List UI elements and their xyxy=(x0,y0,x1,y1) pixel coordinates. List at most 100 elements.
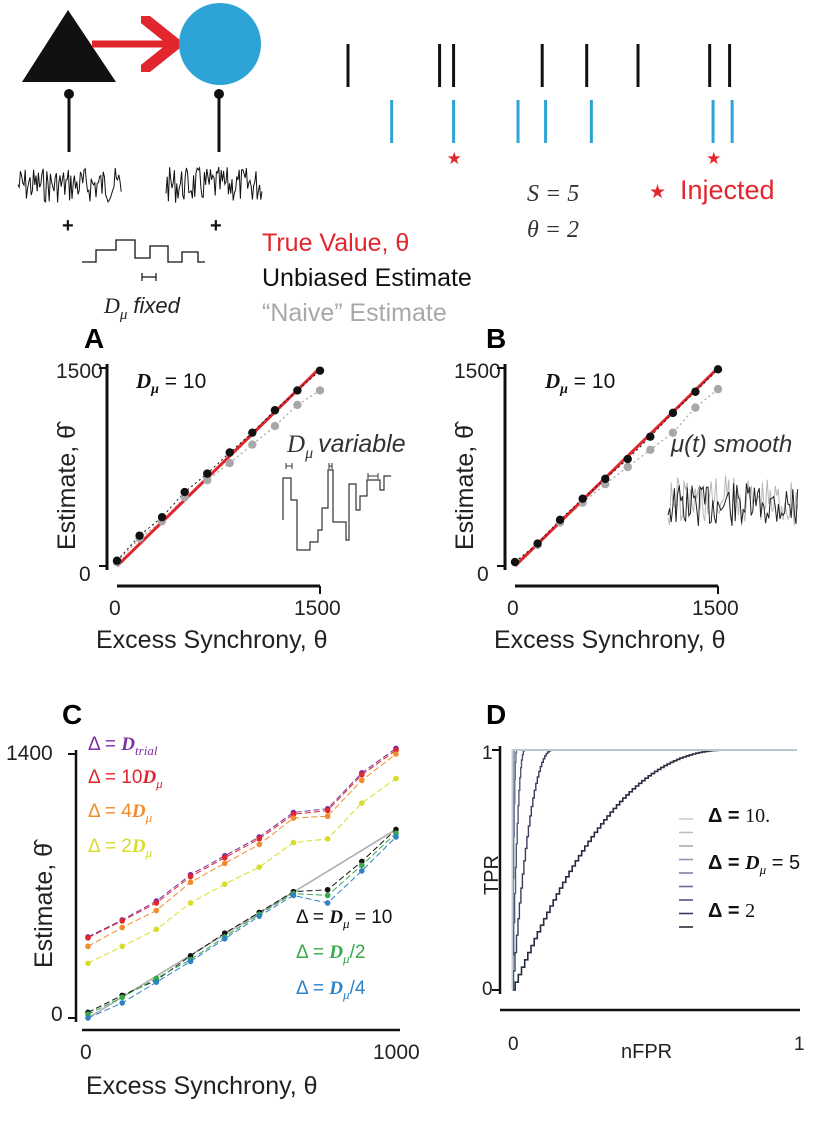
c-series-line-6 xyxy=(87,836,397,1019)
a-ylabel: Estimate, θ̂ xyxy=(53,420,81,550)
c-legend-d: D xyxy=(328,942,343,963)
axon-bulb-right-icon xyxy=(214,89,224,99)
c-legend-entry-2: Δ = 4Dμ xyxy=(88,801,153,825)
c-series-point-2 xyxy=(221,860,228,867)
d-ytick-top: 1 xyxy=(482,743,493,764)
a-xlabel: Excess Synchrony, θ xyxy=(96,626,328,654)
c-legend-lhs: Δ = 10 xyxy=(88,767,142,788)
c-series-point-1 xyxy=(153,900,160,906)
injected-marker-icon: ★ xyxy=(706,149,721,168)
c-legend-sub: μ xyxy=(342,951,350,966)
c-series-point-6 xyxy=(290,892,297,899)
d-ytick-zero: 0 xyxy=(482,979,493,1000)
d-legend-entry-2: Δ = 2 xyxy=(708,900,755,922)
c-series-point-3 xyxy=(393,775,399,782)
schematic: + + Dμ fixed xyxy=(17,3,263,323)
c-xlabel: Excess Synchrony, θ xyxy=(86,1072,318,1100)
a-naive-point xyxy=(293,400,302,410)
b-inset-label: μ(t) smooth xyxy=(670,431,792,458)
c-series-point-3 xyxy=(187,900,194,906)
b-ylabel: Estimate, θ̂ xyxy=(451,420,479,550)
c-series-point-5 xyxy=(359,862,365,869)
b-inset-smooth-black xyxy=(667,483,799,526)
a-unbiased-point xyxy=(157,512,167,522)
a-ytick-zero: 0 xyxy=(79,563,91,586)
injected-star-icon: ★ xyxy=(649,182,666,203)
c-legend-d: D xyxy=(141,767,156,788)
c-legend-sub: μ xyxy=(145,845,153,860)
c-series-point-3 xyxy=(153,926,160,933)
d-legend-lhs: Δ = xyxy=(708,805,745,827)
circle-neuron-icon xyxy=(179,3,261,85)
a-dmu-title: Dμ = 10 xyxy=(135,369,206,397)
c-series-point-2 xyxy=(324,813,331,820)
c-xtick-zero: 0 xyxy=(80,1041,92,1064)
c-legend-entry-4: Δ = Dμ = 10 xyxy=(296,907,392,931)
a-unbiased-point xyxy=(203,469,212,478)
c-ytick-top: 1400 xyxy=(6,742,53,765)
c-legend-sub: μ xyxy=(342,987,350,1002)
b-naive-point xyxy=(713,384,723,394)
a-unbiased-point xyxy=(180,487,189,497)
c-series-point-6 xyxy=(153,979,160,985)
c-series-point-3 xyxy=(359,800,365,806)
a-true-value-line xyxy=(115,366,322,568)
legend-unbiased: Unbiased Estimate xyxy=(262,264,472,292)
c-series-point-3 xyxy=(256,864,263,870)
a-unbiased-point xyxy=(293,386,302,395)
c-series-point-3 xyxy=(119,943,125,950)
c-legend-d: D xyxy=(131,801,146,822)
chart-b: 1500 0 0 1500 Excess Synchrony, θ Estima… xyxy=(451,360,799,654)
a-unbiased-point xyxy=(315,366,325,375)
c-legend-sub: μ xyxy=(145,810,153,825)
theta-value-label: θ = 2 xyxy=(527,217,579,243)
d-xlabel: nFPR xyxy=(621,1041,672,1063)
d-legend-rhs: 10. xyxy=(745,805,770,827)
a-inset-label: Dμ variable xyxy=(286,430,406,462)
b-naive-point xyxy=(646,445,655,455)
c-legend-lhs: Δ = xyxy=(296,942,329,963)
c-legend-lhs: Δ = xyxy=(296,907,329,928)
c-legend-entry-1: Δ = 10Dμ xyxy=(88,767,163,791)
c-series-point-2 xyxy=(393,751,399,757)
c-series-point-2 xyxy=(85,943,91,950)
c-ylabel: Estimate, θ̂ xyxy=(30,838,58,968)
noise-trace-left xyxy=(17,167,122,203)
c-legend-sub: μ xyxy=(155,776,163,791)
b-ytick-top: 1500 xyxy=(454,360,501,383)
c-xtick-max: 1000 xyxy=(373,1041,420,1064)
d-ylabel: TPR xyxy=(481,855,503,895)
b-ytick-zero: 0 xyxy=(477,563,489,586)
c-reference-line xyxy=(87,828,397,1019)
d-legend-sub: μ xyxy=(759,862,767,877)
c-series-point-1 xyxy=(85,935,91,941)
plus-sign-left: + xyxy=(62,215,74,237)
spike-raster: ★ ★ xyxy=(346,44,734,168)
a-unbiased-point xyxy=(135,531,144,540)
a-unbiased-point xyxy=(248,428,257,437)
b-unbiased-point xyxy=(533,539,542,548)
c-legend-d: D xyxy=(328,907,343,928)
triangle-neuron-icon xyxy=(22,10,116,82)
c-legend-entry-5: Δ = Dμ/2 xyxy=(296,942,365,966)
panel-label-c: C xyxy=(62,699,82,730)
c-series-line-3 xyxy=(87,778,397,964)
c-series-point-6 xyxy=(85,1015,91,1021)
a-unbiased-point xyxy=(225,448,234,457)
c-series-point-1 xyxy=(187,873,194,880)
c-legend-sub: trial xyxy=(135,743,158,758)
a-xtick-zero: 0 xyxy=(109,597,121,620)
c-series-point-6 xyxy=(393,834,399,840)
c-series-point-3 xyxy=(221,881,228,887)
d-legend-lhs: Δ = xyxy=(708,900,745,922)
injected-label: Injected xyxy=(680,175,775,205)
c-series-point-2 xyxy=(187,879,194,886)
c-legend-entry-3: Δ = 2Dμ xyxy=(88,836,153,860)
a-naive-point xyxy=(248,440,257,449)
c-series-line-5 xyxy=(87,832,397,1015)
d-legend-rhs: 2 xyxy=(745,900,755,922)
c-series-point-4 xyxy=(324,886,331,893)
b-xlabel: Excess Synchrony, θ xyxy=(494,626,726,654)
c-series-point-6 xyxy=(324,900,331,906)
